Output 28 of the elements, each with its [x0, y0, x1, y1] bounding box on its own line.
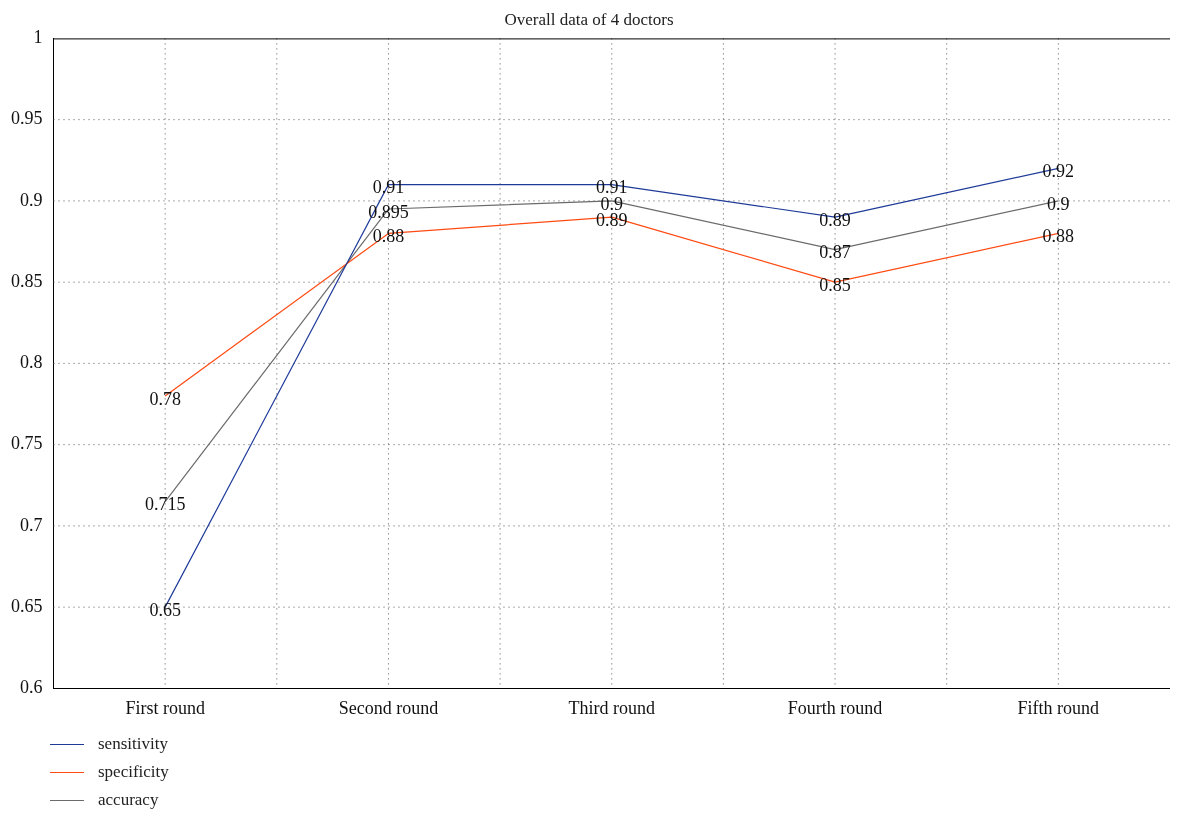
y-tick-label: 1 [33, 27, 43, 48]
y-tick-label: 0.75 [11, 433, 43, 454]
legend-label: specificity [98, 762, 169, 782]
x-tick-label: Third round [568, 697, 655, 718]
data-label: 0.89 [819, 209, 851, 230]
y-tick-label: 0.9 [20, 189, 43, 210]
x-tick-label: Second round [338, 697, 439, 718]
data-label: 0.87 [819, 242, 851, 263]
data-label: 0.88 [1042, 226, 1075, 247]
y-tick-label: 0.65 [11, 595, 43, 616]
chart-title: Overall data of 4 doctors [504, 9, 674, 29]
y-tick-label: 0.95 [11, 108, 43, 129]
legend-label: sensitivity [98, 734, 168, 754]
data-label: 0.78 [149, 388, 181, 409]
y-tick-label: 0.85 [11, 270, 43, 291]
legend-label: accuracy [98, 790, 159, 810]
data-label: 0.9 [1047, 193, 1070, 214]
y-tick-label: 0.6 [20, 677, 43, 698]
y-tick-label: 0.8 [20, 352, 43, 373]
data-label: 0.715 [144, 494, 186, 515]
data-label: 0.65 [149, 599, 181, 620]
x-tick-label: Fourth round [787, 697, 883, 718]
x-tick-label: Fifth round [1017, 697, 1100, 718]
data-label: 0.85 [819, 274, 851, 295]
y-tick-label: 0.7 [20, 514, 43, 535]
data-label: 0.9 [600, 193, 623, 214]
x-tick-label: First round [125, 697, 205, 718]
data-label: 0.92 [1042, 161, 1075, 182]
